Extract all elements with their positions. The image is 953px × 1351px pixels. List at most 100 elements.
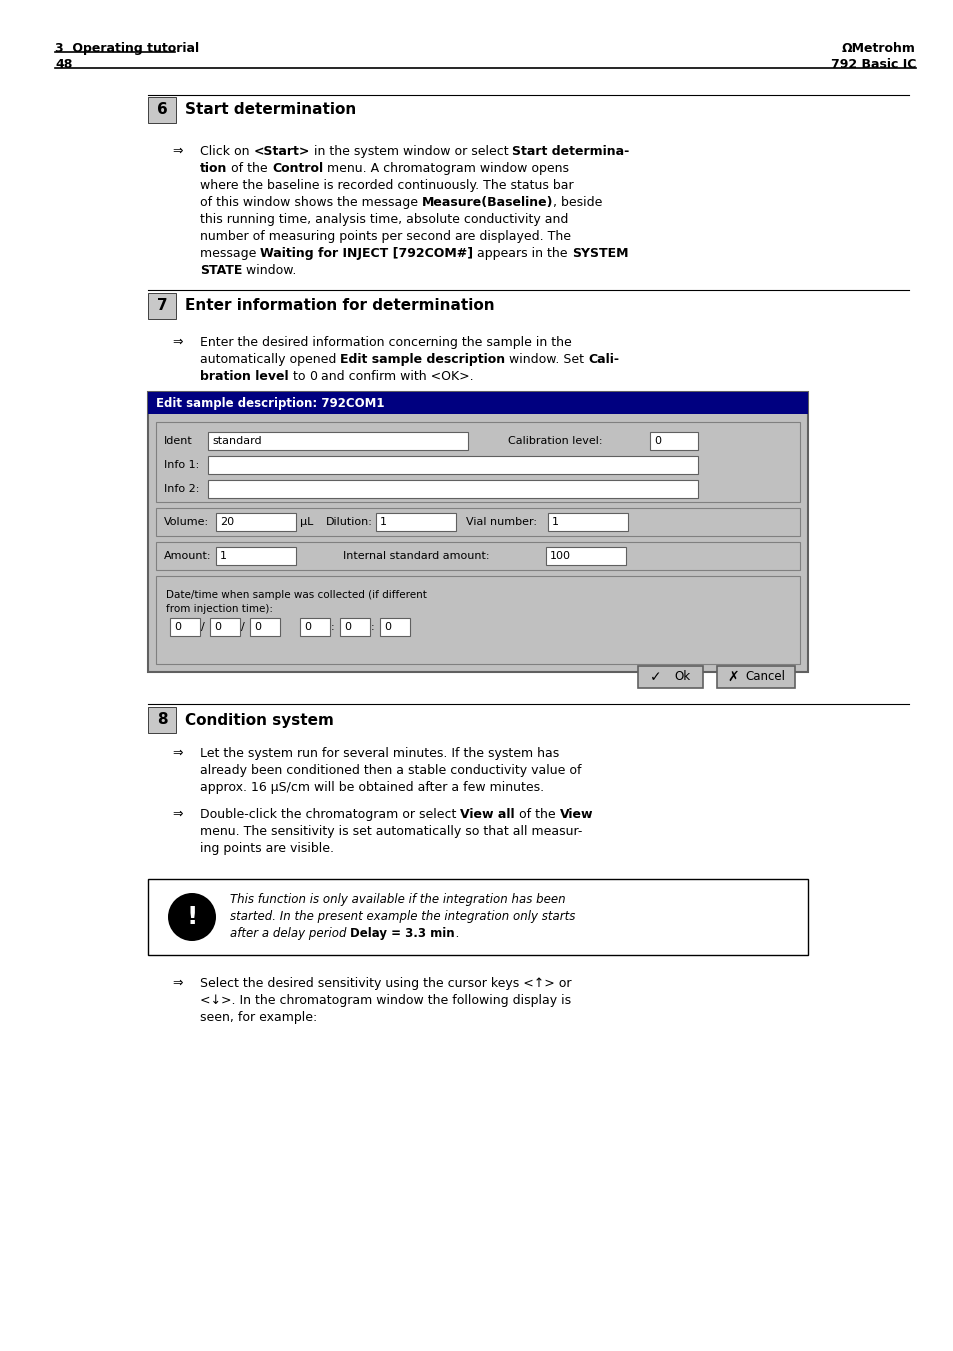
Text: 3  Operating tutorial: 3 Operating tutorial — [55, 42, 199, 55]
Text: ⇒: ⇒ — [172, 808, 182, 821]
Text: 0: 0 — [304, 621, 311, 632]
Text: seen, for example:: seen, for example: — [200, 1011, 317, 1024]
Text: Vial number:: Vial number: — [465, 517, 537, 527]
Bar — [148, 392, 807, 671]
Text: menu. The sensitivity is set automatically so that all measur-: menu. The sensitivity is set automatical… — [200, 825, 581, 838]
Text: 1: 1 — [379, 517, 387, 527]
Bar — [545, 547, 625, 565]
Text: in the system window or select: in the system window or select — [310, 145, 512, 158]
Text: Edit sample description: 792COM1: Edit sample description: 792COM1 — [156, 396, 384, 409]
Bar — [717, 666, 794, 688]
Text: Delay = 3.3 min: Delay = 3.3 min — [350, 927, 455, 940]
Bar — [156, 542, 800, 570]
Text: View all: View all — [460, 808, 515, 821]
Text: Date/time when sample was collected (if different: Date/time when sample was collected (if … — [166, 590, 426, 600]
Text: /: / — [241, 621, 245, 632]
Text: 100: 100 — [550, 551, 571, 561]
Text: appears in the: appears in the — [473, 247, 572, 259]
Text: started. In the present example the integration only starts: started. In the present example the inte… — [230, 911, 575, 923]
Bar — [148, 392, 807, 413]
Text: 792 Basic IC: 792 Basic IC — [830, 58, 915, 72]
Bar — [215, 513, 295, 531]
Text: of this window shows the message: of this window shows the message — [200, 196, 421, 209]
Text: Enter the desired information concerning the sample in the: Enter the desired information concerning… — [200, 336, 571, 349]
Bar — [547, 513, 627, 531]
Text: Cali-: Cali- — [588, 353, 618, 366]
Text: window. Set: window. Set — [505, 353, 588, 366]
Bar — [638, 666, 702, 688]
Bar — [208, 432, 468, 450]
Text: standard: standard — [212, 436, 261, 446]
Text: Amount:: Amount: — [164, 551, 212, 561]
Text: Calibration level:: Calibration level: — [507, 436, 602, 446]
Text: already been conditioned then a stable conductivity value of: already been conditioned then a stable c… — [200, 765, 581, 777]
Bar — [156, 508, 800, 536]
Text: ing points are visible.: ing points are visible. — [200, 842, 334, 855]
Text: Condition system: Condition system — [185, 712, 334, 727]
Text: STATE: STATE — [200, 263, 242, 277]
Text: <Start>: <Start> — [253, 145, 310, 158]
Text: 0: 0 — [173, 621, 181, 632]
Text: 8: 8 — [156, 712, 167, 727]
Text: This function is only available if the integration has been: This function is only available if the i… — [230, 893, 565, 907]
Text: Enter information for determination: Enter information for determination — [185, 299, 494, 313]
Bar — [148, 97, 175, 123]
Bar — [208, 480, 698, 499]
Text: ⇒: ⇒ — [172, 747, 182, 761]
Bar — [210, 617, 240, 636]
Text: message: message — [200, 247, 260, 259]
Text: window.: window. — [242, 263, 296, 277]
Text: Volume:: Volume: — [164, 517, 209, 527]
Text: 48: 48 — [55, 58, 72, 72]
Text: to: to — [289, 370, 309, 382]
Text: Click on: Click on — [200, 145, 253, 158]
Text: 0: 0 — [654, 436, 660, 446]
Text: Measure(Baseline): Measure(Baseline) — [421, 196, 553, 209]
Text: 0: 0 — [309, 370, 316, 382]
Text: Start determina-: Start determina- — [512, 145, 629, 158]
Text: from injection time):: from injection time): — [166, 604, 273, 613]
Text: 0: 0 — [384, 621, 391, 632]
Bar — [148, 293, 175, 319]
Text: approx. 16 μS/cm will be obtained after a few minutes.: approx. 16 μS/cm will be obtained after … — [200, 781, 543, 794]
Bar — [208, 457, 698, 474]
Text: 1: 1 — [552, 517, 558, 527]
Text: this running time, analysis time, absolute conductivity and: this running time, analysis time, absolu… — [200, 213, 568, 226]
Text: Ident: Ident — [164, 436, 193, 446]
Text: Start determination: Start determination — [185, 103, 355, 118]
Text: after a delay period: after a delay period — [230, 927, 350, 940]
Text: /: / — [201, 621, 205, 632]
Text: ΩMetrohm: ΩMetrohm — [841, 42, 915, 55]
Bar — [156, 422, 800, 503]
Text: 6: 6 — [156, 103, 167, 118]
Text: Select the desired sensitivity using the cursor keys <↑> or: Select the desired sensitivity using the… — [200, 977, 571, 990]
Text: ⇒: ⇒ — [172, 336, 182, 349]
Text: of the: of the — [515, 808, 559, 821]
Text: Internal standard amount:: Internal standard amount: — [343, 551, 489, 561]
Text: .: . — [455, 927, 458, 940]
Text: Let the system run for several minutes. If the system has: Let the system run for several minutes. … — [200, 747, 558, 761]
Text: Info 1:: Info 1: — [164, 459, 199, 470]
Bar — [250, 617, 280, 636]
Text: Double-click the chromatogram or select: Double-click the chromatogram or select — [200, 808, 460, 821]
Text: and confirm with <OK>.: and confirm with <OK>. — [316, 370, 474, 382]
Bar — [339, 617, 370, 636]
Text: ✓: ✓ — [649, 670, 661, 684]
Text: Info 2:: Info 2: — [164, 484, 199, 494]
Bar — [215, 547, 295, 565]
Bar — [649, 432, 698, 450]
Text: View: View — [559, 808, 593, 821]
Text: 1: 1 — [220, 551, 227, 561]
Text: 0: 0 — [253, 621, 261, 632]
Bar — [156, 576, 800, 663]
Text: automatically opened: automatically opened — [200, 353, 340, 366]
Text: 0: 0 — [213, 621, 221, 632]
Text: 20: 20 — [220, 517, 233, 527]
Bar — [148, 880, 807, 955]
Text: 0: 0 — [344, 621, 351, 632]
Text: ⇒: ⇒ — [172, 145, 182, 158]
Text: <↓>. In the chromatogram window the following display is: <↓>. In the chromatogram window the foll… — [200, 994, 571, 1006]
Text: :: : — [331, 621, 335, 632]
Text: Dilution:: Dilution: — [326, 517, 373, 527]
Text: Cancel: Cancel — [744, 670, 784, 684]
